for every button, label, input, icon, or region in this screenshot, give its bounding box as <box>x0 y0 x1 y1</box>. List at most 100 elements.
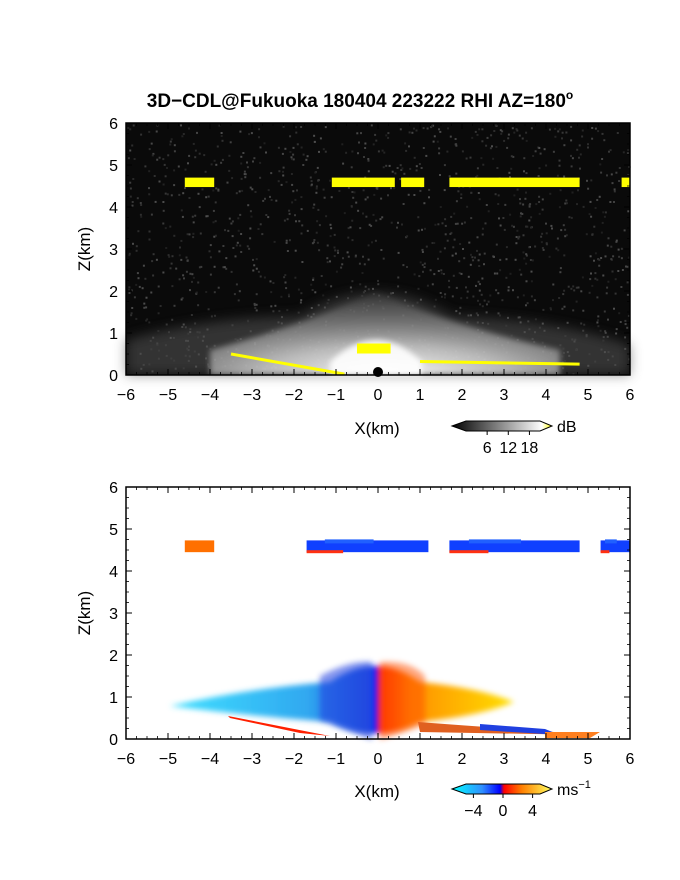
noise-speck <box>330 285 333 288</box>
y-tick-label: 0 <box>109 732 118 749</box>
noise-speck <box>201 188 204 191</box>
noise-speck <box>151 154 154 157</box>
noise-speck <box>433 305 436 308</box>
noise-speck <box>597 325 600 328</box>
noise-speck <box>214 220 217 223</box>
noise-speck <box>562 224 565 227</box>
noise-speck <box>601 132 604 135</box>
noise-speck <box>468 186 471 189</box>
noise-speck <box>607 280 610 283</box>
noise-speck <box>512 225 515 228</box>
noise-speck <box>554 135 557 138</box>
noise-speck <box>324 283 327 286</box>
noise-speck <box>528 205 531 208</box>
noise-speck <box>562 293 565 296</box>
noise-speck <box>431 242 434 244</box>
noise-speck <box>290 156 293 159</box>
noise-speck <box>573 289 576 292</box>
noise-speck <box>523 157 526 160</box>
noise-speck <box>197 192 200 195</box>
noise-speck <box>425 245 428 248</box>
noise-speck <box>362 255 364 258</box>
top-y-axis-label: Z(km) <box>75 227 94 271</box>
y-tick-label: 4 <box>109 564 118 581</box>
noise-speck <box>129 181 132 184</box>
x-tick-label: −4 <box>201 387 219 404</box>
noise-speck <box>166 193 169 196</box>
noise-speck <box>257 228 260 230</box>
noise-speck <box>309 176 312 179</box>
noise-speck <box>609 149 612 152</box>
noise-speck <box>342 162 345 165</box>
noise-speck <box>517 237 520 240</box>
noise-speck <box>593 259 595 262</box>
noise-speck <box>600 257 603 259</box>
noise-speck <box>626 293 629 296</box>
noise-speck <box>350 205 353 208</box>
noise-speck <box>237 229 240 232</box>
noise-speck <box>577 286 580 289</box>
noise-speck <box>559 267 562 270</box>
noise-speck <box>379 218 382 221</box>
noise-speck <box>259 161 262 164</box>
noise-speck <box>487 300 490 303</box>
noise-speck <box>556 174 559 177</box>
noise-speck <box>197 304 200 307</box>
noise-speck <box>459 243 462 245</box>
noise-speck <box>603 215 606 218</box>
noise-speck <box>454 138 457 140</box>
noise-speck <box>419 261 422 264</box>
noise-speck <box>278 310 281 313</box>
noise-speck <box>478 198 481 201</box>
noise-speck <box>513 131 516 134</box>
noise-speck <box>448 279 450 282</box>
noise-speck <box>173 304 176 307</box>
noise-speck <box>359 227 362 230</box>
noise-speck <box>611 270 614 273</box>
noise-speck <box>469 263 472 266</box>
noise-speck <box>156 158 159 161</box>
noise-speck <box>422 147 425 149</box>
noise-speck <box>525 253 528 256</box>
noise-speck <box>548 255 551 258</box>
noise-speck <box>284 281 287 284</box>
cloud-segment <box>449 540 580 553</box>
noise-speck <box>552 150 555 153</box>
noise-speck <box>371 241 373 244</box>
noise-speck <box>510 167 513 170</box>
noise-speck <box>481 233 484 236</box>
noise-speck <box>594 207 597 209</box>
noise-speck <box>285 287 288 290</box>
noise-speck <box>375 219 378 222</box>
noise-speck <box>443 247 446 250</box>
noise-speck <box>466 205 469 208</box>
noise-speck <box>613 307 615 310</box>
noise-speck <box>601 221 604 224</box>
noise-speck <box>506 146 509 149</box>
noise-speck <box>469 156 472 159</box>
bottom-cloud-layer <box>184 539 630 554</box>
noise-speck <box>615 240 618 243</box>
noise-speck <box>465 286 467 289</box>
x-tick-label: 6 <box>626 751 635 768</box>
noise-speck <box>129 187 132 190</box>
noise-speck <box>139 213 142 216</box>
noise-speck <box>300 208 303 211</box>
noise-speck <box>452 274 455 277</box>
noise-speck <box>357 152 359 155</box>
noise-speck <box>441 222 444 225</box>
noise-speck <box>157 330 160 332</box>
noise-speck <box>570 139 573 142</box>
noise-speck <box>140 215 143 218</box>
noise-speck <box>470 314 472 317</box>
noise-speck <box>181 215 184 218</box>
x-tick-label: −6 <box>117 387 135 404</box>
noise-speck <box>175 267 178 270</box>
noise-speck <box>590 179 593 182</box>
noise-speck <box>155 258 158 261</box>
noise-speck <box>212 221 215 224</box>
noise-speck <box>130 314 133 317</box>
noise-speck <box>604 211 607 214</box>
noise-speck <box>558 128 561 131</box>
noise-speck <box>347 255 350 258</box>
